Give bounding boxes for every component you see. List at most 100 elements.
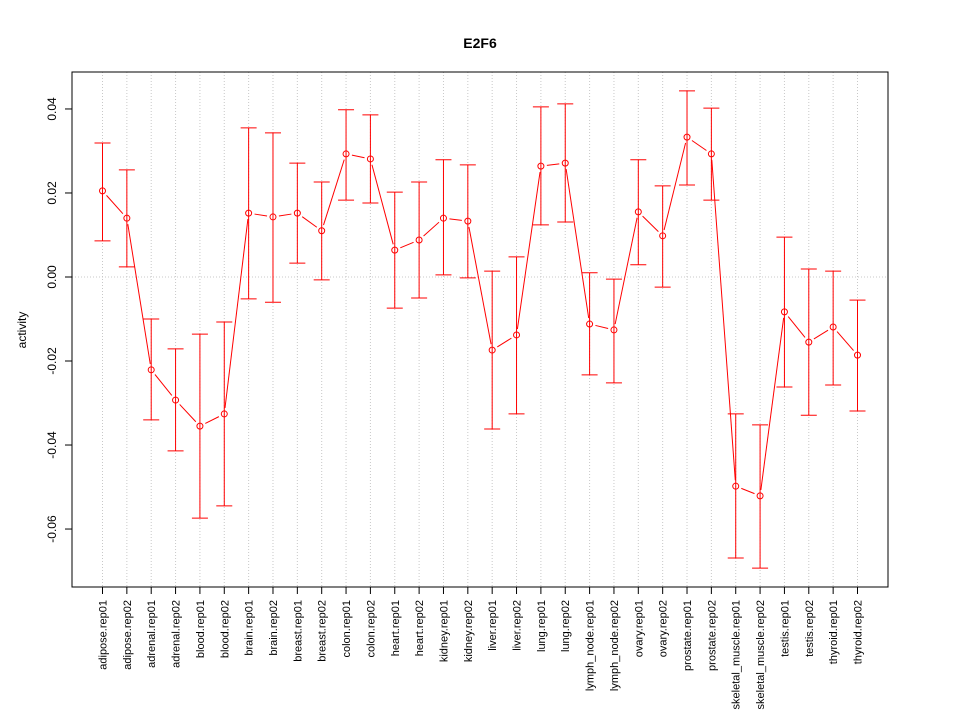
data-point: [366, 155, 374, 163]
data-point: [610, 326, 618, 334]
x-tick-label: colon.rep02: [365, 600, 377, 658]
data-point: [245, 209, 253, 217]
series-segment: [106, 195, 124, 215]
data-point: [561, 159, 569, 167]
x-tick-label: kidney.rep02: [463, 600, 475, 662]
x-tick-label: lymph_node.rep02: [609, 600, 621, 691]
data-point: [659, 232, 667, 240]
series-segment: [614, 217, 638, 325]
series-segment: [497, 337, 512, 348]
x-tick-label: prostate.rep01: [682, 600, 694, 671]
x-tick-label: thyroid.rep02: [853, 600, 865, 664]
x-tick-label: blood.rep02: [219, 600, 231, 658]
grid: [72, 72, 888, 587]
x-tick-label: brain.rep01: [244, 600, 256, 656]
series-segment: [711, 159, 736, 481]
chart-title: E2F6: [463, 35, 497, 51]
data-point: [537, 162, 545, 170]
x-tick-label: prostate.rep02: [706, 600, 718, 671]
marks: [94, 90, 866, 569]
data-point: [707, 150, 715, 158]
data-point: [196, 422, 204, 430]
x-tick-label: liver.rep01: [487, 600, 499, 651]
x-tick-label: lung.rep01: [536, 600, 548, 652]
y-tick-label: 0.00: [45, 265, 59, 289]
series-segment: [691, 140, 707, 151]
data-point: [464, 217, 472, 225]
axes: -0.06 -0.04 -0.02 0.00 0.02 0.04 adipose.rep01…: [45, 97, 865, 709]
x-tick-label: colon.rep01: [341, 600, 353, 658]
series-segment: [205, 416, 220, 424]
data-point: [99, 187, 106, 195]
x-tick-label: breast.rep02: [317, 600, 329, 662]
y-axis-label: activity: [15, 312, 29, 349]
data-point: [732, 482, 740, 490]
series-segment: [278, 213, 292, 217]
x-tick-label: ovary.rep02: [658, 600, 670, 657]
x-tick-label: testis.rep01: [779, 600, 791, 657]
series-segment: [351, 154, 365, 159]
x-tick-label: adrenal.rep02: [171, 600, 183, 668]
plot-frame: [71, 71, 889, 588]
data-point: [123, 214, 131, 222]
data-point: [415, 236, 423, 244]
data-point: [172, 396, 180, 404]
series-segment: [565, 169, 590, 319]
x-tick-label: lung.rep02: [560, 600, 572, 652]
series-segment: [449, 218, 462, 221]
x-tick-label: breast.rep01: [292, 600, 304, 662]
series-segment: [254, 213, 268, 217]
x-tick-label: liver.rep02: [512, 600, 524, 651]
data-point: [439, 214, 447, 222]
series-segment: [127, 224, 151, 364]
series-segment: [760, 317, 785, 490]
x-tick-label: testis.rep02: [804, 600, 816, 657]
y-tick-label: 0.02: [45, 181, 59, 205]
data-point: [634, 208, 642, 216]
data-point: [488, 346, 496, 354]
data-point: [854, 351, 861, 359]
series-segment: [423, 221, 440, 237]
x-tick-label: thyroid.rep01: [828, 600, 840, 664]
x-tick-label: adrenal.rep01: [146, 600, 158, 668]
series-segment: [595, 324, 609, 329]
x-tick-label: heart.rep01: [390, 600, 402, 656]
data-point: [805, 338, 813, 346]
x-tick-label: skeletal_muscle.rep01: [731, 600, 743, 709]
series-segment: [787, 316, 806, 338]
x-tick-label: ovary.rep01: [633, 600, 645, 657]
y-tick-label: -0.06: [45, 515, 59, 543]
y-tick-label: -0.04: [45, 431, 59, 459]
data-point: [342, 150, 350, 158]
data-point: [147, 366, 155, 374]
series-segment: [836, 331, 854, 351]
x-tick-label: heart.rep02: [414, 600, 426, 656]
data-point: [829, 323, 837, 331]
series-segment: [813, 329, 829, 340]
data-point: [391, 246, 399, 254]
series-segment: [154, 374, 173, 396]
series-segment: [546, 163, 560, 166]
data-point: [780, 308, 788, 316]
series-segment: [741, 487, 755, 495]
data-point: [220, 410, 228, 418]
data-point: [683, 133, 691, 141]
data-point: [318, 227, 326, 235]
series-segment: [400, 241, 414, 249]
x-tick-label: skeletal_muscle.rep02: [755, 600, 767, 709]
series-segment: [516, 171, 541, 330]
data-point: [293, 209, 301, 217]
x-tick-label: blood.rep01: [195, 600, 207, 658]
series-segment: [323, 159, 345, 226]
data-point: [513, 331, 521, 339]
x-tick-label: kidney.rep01: [438, 600, 450, 662]
series-segment: [642, 215, 659, 232]
series-segment: [301, 216, 318, 228]
series-segment: [663, 142, 687, 231]
x-tick-label: brain.rep02: [268, 600, 280, 656]
y-tick-label: -0.02: [45, 347, 59, 375]
data-point: [586, 320, 594, 328]
y-tick-label: 0.04: [45, 97, 59, 121]
x-tick-label: adipose.rep02: [122, 600, 134, 670]
